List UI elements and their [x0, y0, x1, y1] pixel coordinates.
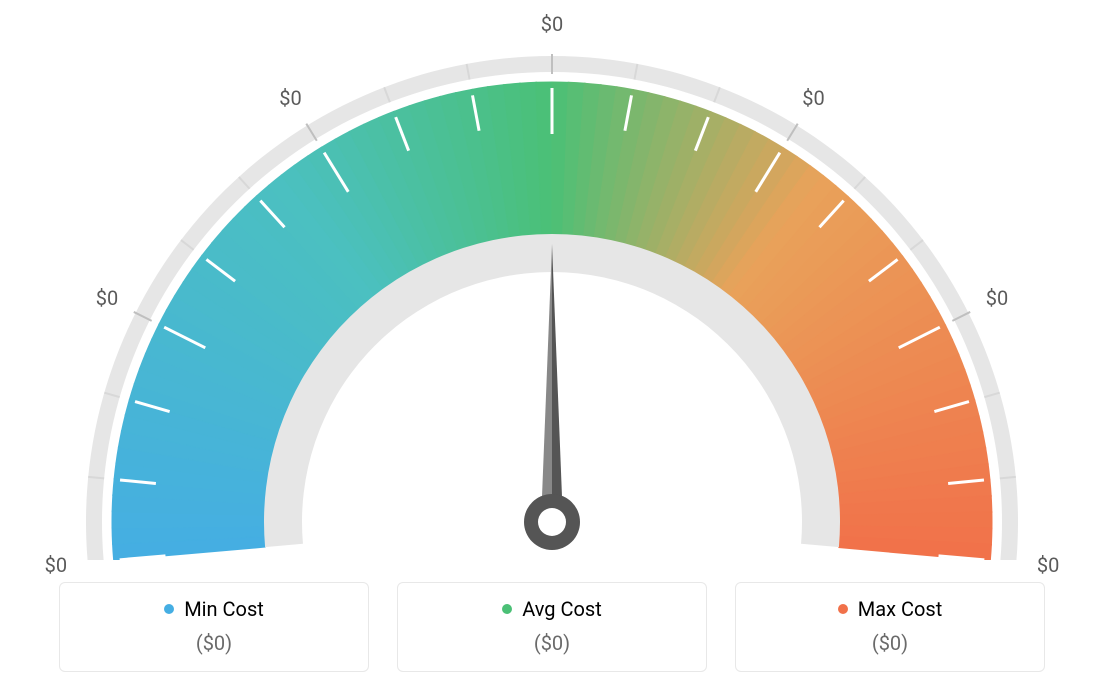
gauge-tick-label: $0: [1037, 553, 1059, 577]
legend-dot-avg: [502, 604, 512, 614]
legend-label-avg: Avg Cost: [522, 597, 602, 621]
gauge-tick-label: $0: [541, 12, 563, 36]
gauge-tick-label: $0: [45, 553, 67, 577]
legend-value-min: ($0): [70, 631, 358, 655]
legend-card-max: Max Cost ($0): [735, 582, 1045, 672]
legend-dot-max: [838, 604, 848, 614]
legend-title-avg: Avg Cost: [502, 597, 602, 621]
gauge-tick-label: $0: [802, 86, 824, 110]
legend-title-min: Min Cost: [164, 597, 264, 621]
legend-label-max: Max Cost: [858, 597, 943, 621]
legend-value-max: ($0): [746, 631, 1034, 655]
legend-card-min: Min Cost ($0): [59, 582, 369, 672]
gauge-svg: [0, 0, 1104, 560]
legend-title-max: Max Cost: [838, 597, 943, 621]
gauge-container: $0$0$0$0$0$0$0: [0, 0, 1104, 560]
legend-dot-min: [164, 604, 174, 614]
legend-value-avg: ($0): [408, 631, 696, 655]
legend-label-min: Min Cost: [184, 597, 264, 621]
legend-card-avg: Avg Cost ($0): [397, 582, 707, 672]
gauge-tick-label: $0: [279, 86, 301, 110]
legend-row: Min Cost ($0) Avg Cost ($0) Max Cost ($0…: [0, 582, 1104, 672]
gauge-tick-label: $0: [986, 286, 1008, 310]
gauge-tick-label: $0: [96, 286, 118, 310]
